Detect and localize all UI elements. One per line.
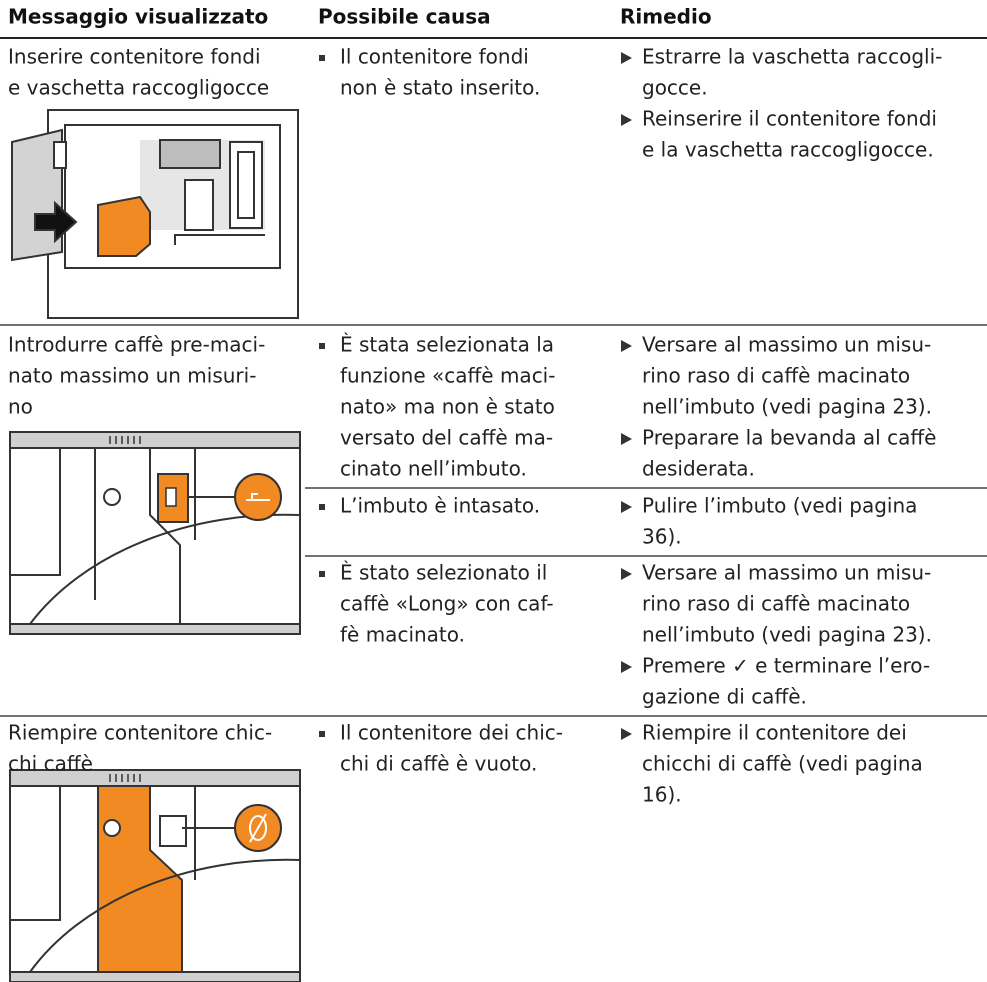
cause-line: Il contenitore dei chic- (340, 721, 563, 745)
message-line: nato massimo un misuri- (8, 364, 256, 388)
remedy-arrow (621, 52, 632, 64)
remedy-line: 16). (642, 783, 682, 807)
message-line: chi caffè (8, 752, 93, 776)
message-line: Introdurre caffè pre-maci- (8, 333, 265, 357)
remedy-arrow (621, 661, 632, 673)
cause-line: L’imbuto è intasato. (340, 494, 540, 518)
column-header: Rimedio (620, 5, 712, 29)
remedy-line: desiderata. (642, 457, 755, 481)
remedy-line: nell’imbuto (vedi pagina 23). (642, 395, 932, 419)
cause-line: cinato nell’imbuto. (340, 457, 527, 481)
cause-line: Il contenitore fondi (340, 45, 529, 69)
cause-line: nato» ma non è stato (340, 395, 555, 419)
remedy-line: 36). (642, 525, 682, 549)
cause-line: non è stato inserito. (340, 76, 540, 100)
remedy-line: Estrarre la vaschetta raccogli- (642, 45, 942, 69)
remedy-arrow (621, 728, 632, 740)
cause-bullet (319, 55, 325, 61)
column-header: Messaggio visualizzato (8, 5, 268, 29)
cause-bullet (319, 731, 325, 737)
cause-bullet (319, 504, 325, 510)
remedy-line: Pulire l’imbuto (vedi pagina (642, 494, 917, 518)
cause-line: caffè «Long» con caf- (340, 592, 554, 616)
remedy-line: Versare al massimo un misu- (642, 561, 931, 585)
remedy-line: rino raso di caffè macinato (642, 592, 910, 616)
remedy-arrow (621, 433, 632, 445)
remedy-arrow (621, 340, 632, 352)
remedy-line: gazione di caffè. (642, 685, 807, 709)
cause-line: funzione «caffè maci- (340, 364, 555, 388)
remedy-line: Preparare la bevanda al caffè (642, 426, 936, 450)
cause-bullet (319, 343, 325, 349)
remedy-line: chicchi di caffè (vedi pagina (642, 752, 923, 776)
message-line: e vaschetta raccogligocce (8, 76, 269, 100)
message-line: Inserire contenitore fondi (8, 45, 261, 69)
cause-line: versato del caffè ma- (340, 426, 553, 450)
cause-line: fè macinato. (340, 623, 465, 647)
cause-bullet (319, 571, 325, 577)
remedy-arrow (621, 501, 632, 513)
remedy-arrow (621, 568, 632, 580)
cause-line: È stata selezionata la (340, 333, 554, 357)
remedy-line: gocce. (642, 76, 708, 100)
illustration-coffee-beans (9, 769, 301, 982)
remedy-line: Reinserire il contenitore fondi (642, 107, 937, 131)
illustration-ground-coffee (9, 431, 301, 635)
remedy-line: Versare al massimo un misu- (642, 333, 931, 357)
remedy-line: Premere ✓ e terminare l’ero- (642, 654, 930, 678)
remedy-line: e la vaschetta raccogligocce. (642, 138, 934, 162)
cause-line: chi di caffè è vuoto. (340, 752, 537, 776)
remedy-line: nell’imbuto (vedi pagina 23). (642, 623, 932, 647)
illustration-grounds-container (11, 109, 299, 319)
cause-line: È stato selezionato il (340, 561, 547, 585)
remedy-line: rino raso di caffè macinato (642, 364, 910, 388)
message-line: no (8, 395, 33, 419)
column-header: Possibile causa (318, 5, 491, 29)
remedy-arrow (621, 114, 632, 126)
remedy-line: Riempire il contenitore dei (642, 721, 907, 745)
message-line: Riempire contenitore chic- (8, 721, 272, 745)
